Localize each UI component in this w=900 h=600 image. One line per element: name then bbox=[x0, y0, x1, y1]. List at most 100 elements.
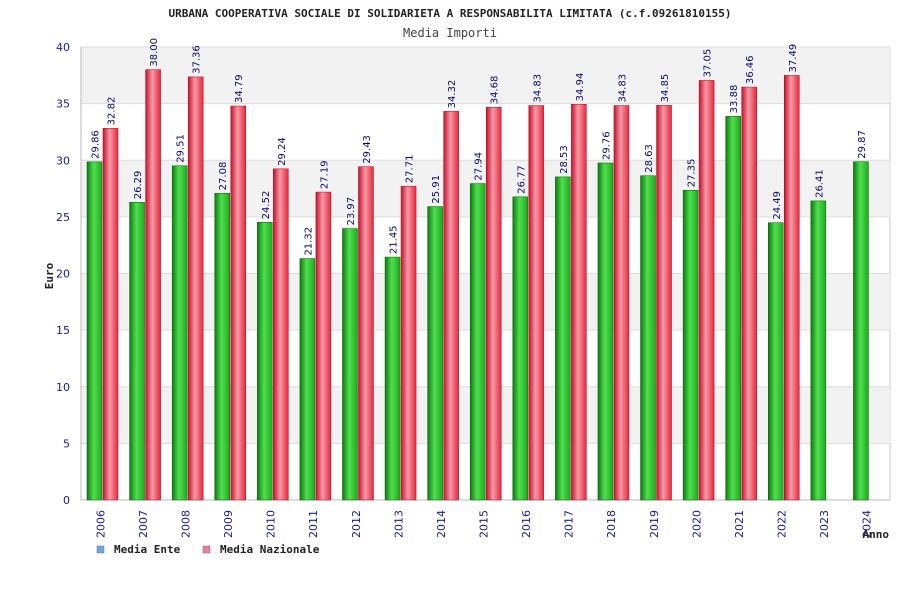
y-tick-label: 10 bbox=[56, 381, 70, 394]
data-label: 29.51 bbox=[176, 134, 187, 163]
bar-nazionale bbox=[187, 76, 204, 501]
data-label: 26.41 bbox=[814, 169, 825, 198]
bar-ente bbox=[257, 222, 273, 501]
legend-swatch bbox=[96, 545, 105, 554]
legend-label: Media Nazionale bbox=[220, 543, 320, 556]
plot-area: 0 5 10 15 20 25 30 35 40 29.86 32.82 2006 26.29 38.00… bbox=[56, 38, 891, 538]
bar-nazionale bbox=[315, 191, 332, 501]
bar-ente bbox=[512, 196, 529, 501]
data-label: 28.63 bbox=[644, 144, 655, 173]
data-label: 34.83 bbox=[532, 74, 543, 103]
bar-ente bbox=[597, 162, 614, 501]
data-label: 34.79 bbox=[234, 74, 245, 103]
data-label: 36.46 bbox=[745, 55, 756, 84]
y-tick-label: 20 bbox=[56, 268, 70, 281]
bar-nazionale bbox=[485, 106, 502, 501]
bar-nazionale bbox=[528, 105, 545, 501]
data-label: 29.43 bbox=[362, 135, 373, 164]
bar-nazionale bbox=[102, 128, 119, 501]
bar-ente bbox=[725, 116, 741, 501]
bar-ente bbox=[469, 183, 486, 501]
x-tick-label: 2014 bbox=[435, 510, 448, 538]
bar-nazionale bbox=[400, 185, 417, 501]
chart-title: URBANA COOPERATIVA SOCIALE DI SOLIDARIET… bbox=[169, 7, 732, 20]
data-label: 25.91 bbox=[431, 175, 442, 204]
data-label: 34.68 bbox=[490, 76, 501, 105]
y-tick-label: 40 bbox=[56, 41, 70, 54]
data-label: 27.71 bbox=[405, 155, 416, 184]
data-label: 34.32 bbox=[447, 80, 458, 109]
legend-label: Media Ente bbox=[114, 543, 181, 556]
data-label: 34.85 bbox=[660, 74, 671, 103]
x-tick-label: 2020 bbox=[690, 510, 703, 538]
bar-nazionale bbox=[358, 166, 374, 501]
bar-ente bbox=[129, 202, 145, 501]
data-label: 28.53 bbox=[559, 145, 570, 174]
y-tick-label: 25 bbox=[56, 211, 70, 224]
bar-nazionale bbox=[656, 105, 672, 501]
bar-nazionale bbox=[784, 75, 800, 501]
bar-ente bbox=[810, 200, 827, 501]
data-label: 37.05 bbox=[703, 49, 714, 78]
data-label: 24.49 bbox=[772, 191, 783, 220]
bar-ente bbox=[384, 256, 401, 501]
bar-ente bbox=[640, 175, 656, 501]
bar-ente bbox=[427, 206, 443, 501]
x-tick-label: 2023 bbox=[818, 510, 831, 538]
data-label: 27.08 bbox=[218, 162, 229, 191]
x-tick-label: 2013 bbox=[392, 510, 405, 538]
data-label: 32.82 bbox=[107, 97, 118, 126]
x-tick-label: 2010 bbox=[265, 510, 278, 538]
bar-nazionale bbox=[273, 168, 289, 501]
x-axis-label: Anno bbox=[863, 528, 890, 541]
data-label: 27.19 bbox=[319, 160, 330, 189]
data-label: 26.29 bbox=[133, 171, 144, 200]
legend-swatch bbox=[202, 545, 211, 554]
x-tick-label: 2006 bbox=[94, 510, 107, 538]
x-tick-label: 2015 bbox=[478, 510, 491, 538]
bar-nazionale bbox=[145, 69, 161, 501]
data-label: 37.36 bbox=[192, 45, 203, 74]
data-label: 27.35 bbox=[687, 159, 698, 188]
y-axis-label: Euro bbox=[43, 262, 56, 289]
x-tick-label: 2007 bbox=[137, 510, 150, 538]
data-label: 29.86 bbox=[91, 130, 102, 159]
y-tick-label: 5 bbox=[63, 437, 70, 450]
y-tick-label: 0 bbox=[63, 494, 70, 507]
data-label: 24.52 bbox=[261, 191, 272, 220]
y-tick-label: 35 bbox=[56, 98, 70, 111]
bar-ente bbox=[214, 193, 230, 501]
y-tick-label: 30 bbox=[56, 154, 70, 167]
data-label: 21.32 bbox=[303, 227, 314, 256]
data-label: 26.77 bbox=[516, 165, 527, 194]
x-tick-label: 2008 bbox=[179, 510, 192, 538]
data-label: 29.76 bbox=[601, 131, 612, 160]
data-label: 29.24 bbox=[277, 137, 288, 166]
x-tick-label: 2018 bbox=[605, 510, 618, 538]
data-label: 27.94 bbox=[474, 152, 485, 181]
x-tick-label: 2017 bbox=[563, 510, 576, 538]
y-tick-label: 15 bbox=[56, 324, 70, 337]
x-tick-label: 2009 bbox=[222, 510, 235, 538]
legend: Media Ente Media Nazionale bbox=[96, 543, 320, 556]
bar-ente bbox=[682, 190, 699, 501]
data-label: 21.45 bbox=[389, 225, 400, 254]
data-label: 33.88 bbox=[729, 85, 740, 114]
bar-ente bbox=[555, 176, 571, 501]
bar-ente bbox=[342, 228, 358, 501]
bar-ente bbox=[171, 165, 188, 501]
x-tick-label: 2022 bbox=[776, 510, 789, 538]
bar-nazionale bbox=[230, 105, 246, 501]
bar-ente bbox=[853, 161, 869, 501]
bar-ente bbox=[86, 161, 103, 501]
bar-ente bbox=[299, 258, 316, 501]
x-tick-label: 2019 bbox=[648, 510, 661, 538]
bar-ente bbox=[768, 222, 784, 501]
x-tick-label: 2011 bbox=[307, 510, 320, 538]
bar-nazionale bbox=[698, 80, 715, 501]
data-label: 37.49 bbox=[788, 44, 799, 73]
data-label: 38.00 bbox=[149, 38, 160, 67]
data-label: 34.94 bbox=[575, 73, 586, 102]
bar-nazionale bbox=[741, 86, 757, 501]
